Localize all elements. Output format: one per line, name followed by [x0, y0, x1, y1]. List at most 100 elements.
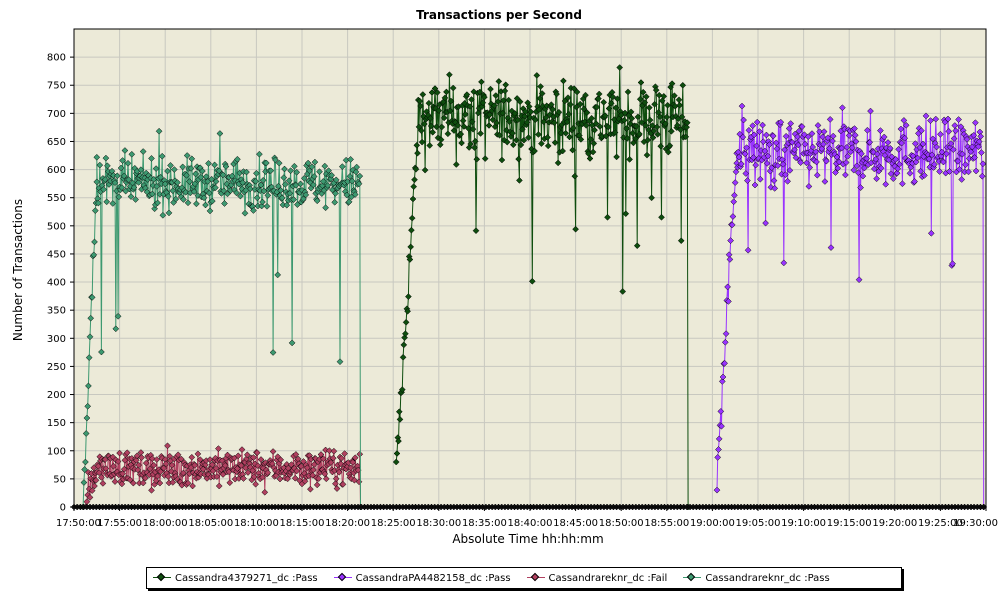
data-point	[192, 170, 199, 178]
data-point	[169, 479, 177, 486]
x-tick-label: 19:05:00	[736, 518, 781, 529]
data-point	[468, 96, 475, 103]
data-point	[724, 283, 731, 291]
legend: Cassandra4379271_dc :Pass CassandraPA4482…	[146, 567, 902, 589]
data-point	[211, 161, 218, 169]
data-point	[466, 103, 474, 110]
data-point	[355, 180, 363, 188]
data-point	[725, 298, 732, 305]
data-point	[331, 198, 339, 206]
data-point	[829, 137, 836, 145]
data-point	[263, 202, 271, 210]
data-point	[317, 451, 325, 458]
data-point	[531, 116, 539, 124]
data-point	[252, 177, 259, 185]
data-point	[564, 94, 572, 102]
data-point	[139, 479, 147, 487]
data-point	[250, 207, 257, 214]
y-axis-label: Number of Transactions	[11, 199, 25, 341]
data-point	[155, 127, 163, 135]
data-point	[343, 191, 351, 199]
data-point	[83, 414, 91, 422]
data-point	[777, 118, 785, 126]
data-point	[848, 144, 856, 152]
data-point	[123, 449, 131, 457]
chart-title: Transactions per Second	[416, 8, 582, 22]
data-point	[93, 178, 101, 186]
data-point	[206, 207, 214, 215]
data-point	[237, 192, 244, 200]
data-point	[779, 160, 787, 168]
data-point	[721, 359, 728, 367]
data-point	[565, 110, 573, 118]
data-point	[509, 129, 516, 137]
data-point	[253, 169, 260, 177]
data-point	[803, 159, 810, 167]
data-point	[356, 450, 364, 458]
data-point	[654, 131, 662, 138]
data-point	[922, 112, 930, 120]
data-point	[94, 462, 102, 470]
data-point	[820, 140, 827, 148]
y-tick-label: 100	[47, 446, 66, 457]
data-point	[458, 139, 465, 147]
data-point	[405, 293, 412, 300]
data-point	[925, 155, 933, 163]
data-point	[489, 116, 497, 124]
data-point	[297, 180, 304, 188]
x-axis-label: Absolute Time hh:hh:mm	[452, 532, 603, 546]
data-point	[739, 133, 747, 141]
data-point	[533, 72, 541, 79]
data-point	[808, 130, 816, 137]
data-point	[906, 169, 914, 177]
data-point	[352, 168, 360, 176]
data-point	[485, 122, 493, 129]
data-point	[601, 112, 609, 120]
data-point	[646, 116, 654, 124]
data-point	[782, 132, 790, 140]
data-point	[441, 94, 449, 102]
data-point	[947, 140, 955, 147]
data-point	[113, 172, 121, 180]
data-point	[512, 136, 520, 144]
data-point	[477, 130, 484, 137]
data-point	[549, 106, 557, 113]
data-point	[763, 160, 771, 167]
data-point	[537, 83, 544, 90]
data-point	[319, 178, 327, 185]
data-point	[281, 181, 289, 188]
data-point	[205, 160, 212, 167]
data-point	[544, 142, 552, 150]
legend-label: Cassandra4379271_dc :Pass	[175, 572, 318, 584]
data-point	[197, 173, 205, 181]
data-point	[642, 122, 649, 129]
data-point	[447, 97, 455, 105]
data-point	[332, 176, 340, 184]
data-point	[718, 378, 726, 385]
data-point	[506, 118, 513, 125]
data-point	[153, 183, 161, 190]
data-point	[146, 465, 154, 473]
data-point	[215, 482, 223, 490]
data-point	[118, 184, 126, 191]
data-point	[462, 111, 469, 118]
data-point	[162, 460, 170, 468]
data-point	[735, 153, 743, 161]
data-point	[124, 159, 132, 167]
data-point	[492, 92, 500, 99]
data-point	[341, 450, 348, 457]
data-point	[333, 485, 341, 492]
x-tick-label: 19:10:00	[781, 518, 826, 529]
data-point	[152, 165, 160, 172]
data-point	[816, 128, 823, 136]
data-point	[262, 159, 270, 167]
data-point	[347, 464, 354, 472]
data-point	[845, 132, 853, 139]
data-point	[756, 175, 764, 183]
data-point	[426, 142, 434, 149]
data-point	[887, 170, 895, 178]
data-point	[156, 479, 164, 487]
data-point	[395, 408, 403, 416]
data-point	[978, 172, 986, 180]
data-point	[264, 469, 272, 477]
